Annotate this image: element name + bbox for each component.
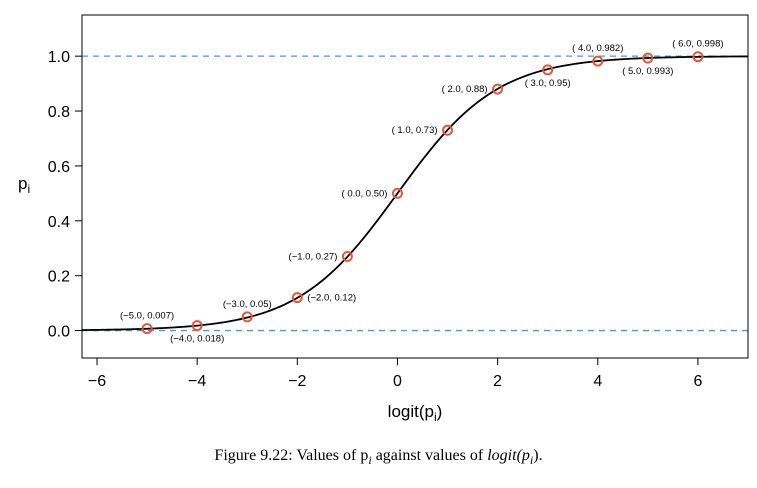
point-label-8: ( 3.0, 0.95) [525, 78, 571, 89]
reference-lines [82, 55, 748, 332]
y-tick-label-3: 0.6 [48, 159, 70, 176]
data-point-3 [291, 292, 303, 304]
x-tick-label-5: 4 [593, 373, 602, 390]
plot-frame [81, 14, 749, 359]
point-labels: (−5.0, 0.007) (−4.0, 0.018) (−3.0, 0.05) (−… [120, 39, 724, 345]
data-point-5 [391, 187, 403, 199]
data-point-6 [442, 124, 454, 136]
x-tick-label-6: 6 [693, 373, 702, 390]
point-label-2: (−3.0, 0.05) [223, 299, 272, 310]
logit-chart: (−5.0, 0.007) (−4.0, 0.018) (−3.0, 0.05) (−… [18, 14, 749, 424]
point-label-11: ( 6.0, 0.998) [672, 39, 723, 50]
x-tick-label-4: 2 [493, 373, 502, 390]
y-tick-label-5: 1.0 [48, 49, 70, 66]
y-tick-label-4: 0.8 [48, 104, 70, 121]
x-axis-title: logit(pi) [388, 402, 443, 424]
y-tick-label-0: 0.0 [48, 324, 70, 341]
data-point-11 [692, 51, 704, 63]
x-tick-label-2: −2 [288, 373, 306, 390]
point-label-3: (−2.0, 0.12) [307, 293, 356, 304]
point-label-4: (−1.0, 0.27) [289, 251, 338, 262]
point-label-0: (−5.0, 0.007) [120, 311, 174, 322]
point-label-1: (−4.0, 0.018) [170, 334, 224, 345]
y-tick-label-2: 0.4 [48, 214, 70, 231]
point-label-10: ( 5.0, 0.993) [622, 66, 673, 77]
data-point-8 [542, 64, 554, 76]
data-point-2 [241, 311, 253, 323]
point-label-6: ( 1.0, 0.73) [392, 125, 438, 136]
x-tick-label-0: −6 [88, 373, 106, 390]
logistic-curve [81, 55, 749, 331]
point-label-5: ( 0.0, 0.50) [342, 188, 388, 199]
data-point-1 [191, 320, 203, 332]
data-point-10 [642, 52, 654, 64]
data-points [141, 51, 704, 335]
y-axis-title: pi [18, 174, 30, 196]
x-tick-label-3: 0 [393, 373, 402, 390]
data-point-9 [592, 55, 604, 67]
point-label-7: ( 2.0, 0.88) [442, 84, 488, 95]
data-point-7 [492, 83, 504, 95]
data-point-0 [141, 323, 153, 335]
y-tick-label-1: 0.2 [48, 269, 70, 286]
x-tick-label-1: −4 [188, 373, 206, 390]
figure-caption: Figure 9.22: Values of pi against values… [214, 447, 543, 467]
y-axis-ticks: 0.0 0.2 0.4 0.6 0.8 1.0 [48, 49, 82, 341]
data-point-4 [341, 250, 353, 262]
point-label-9: ( 4.0, 0.982) [572, 43, 623, 54]
x-axis-ticks: −6 −4 −2 0 2 4 6 [88, 358, 702, 390]
